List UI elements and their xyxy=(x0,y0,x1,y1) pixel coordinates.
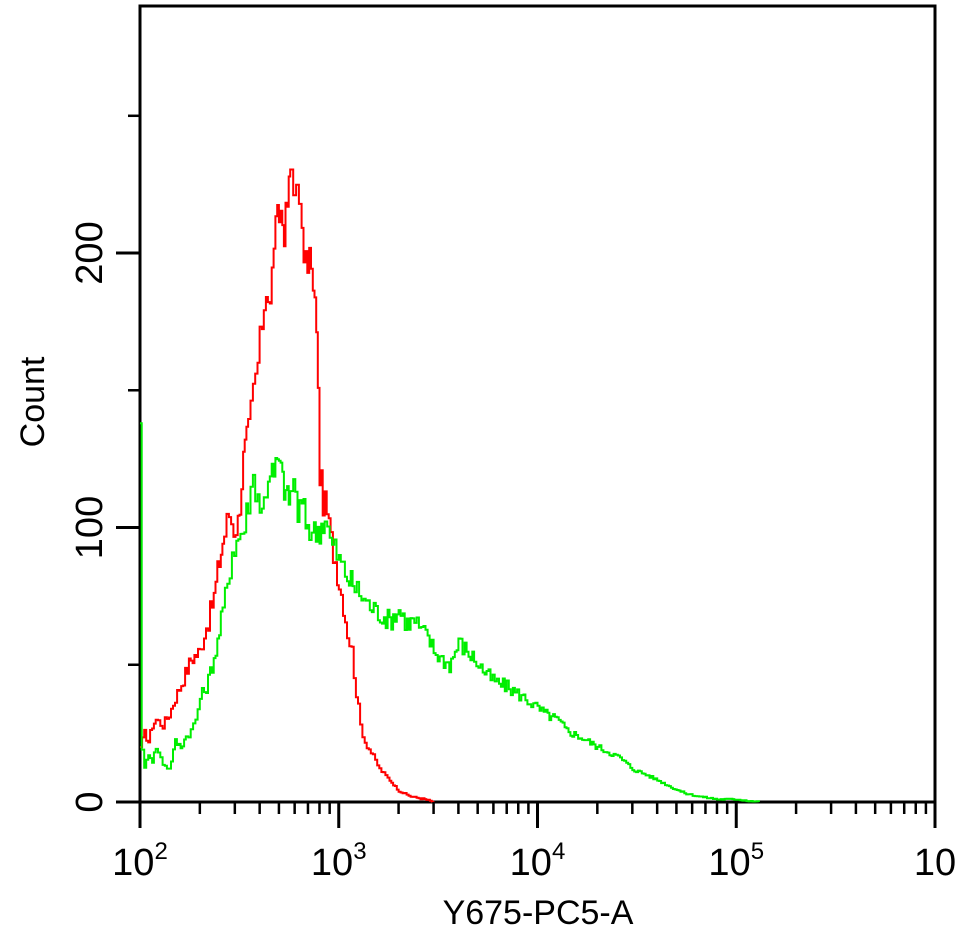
y-tick-label: 100 xyxy=(69,496,111,559)
series-layer xyxy=(140,168,760,803)
x-axis-title: Y675-PC5-A xyxy=(443,894,634,932)
x-tick-label: 104 xyxy=(510,838,566,884)
y-axis-title: Count xyxy=(14,356,52,447)
y-tick-label: 200 xyxy=(69,221,111,284)
x-tick-label: 103 xyxy=(311,838,367,884)
x-tick-label: 10 xyxy=(914,842,956,884)
series-line-2 xyxy=(140,422,760,803)
x-tick-label: 105 xyxy=(708,838,764,884)
y-axis-ticks xyxy=(116,114,140,804)
plot-frame xyxy=(138,4,937,804)
x-axis-ticks xyxy=(138,802,937,828)
x-axis-tick-labels: 102 103 104 105 10 xyxy=(112,838,956,884)
y-tick-label: 0 xyxy=(69,791,111,812)
y-axis-tick-labels: 0 100 200 xyxy=(69,221,111,812)
x-tick-label: 102 xyxy=(112,838,168,884)
series-line-1 xyxy=(140,168,435,803)
